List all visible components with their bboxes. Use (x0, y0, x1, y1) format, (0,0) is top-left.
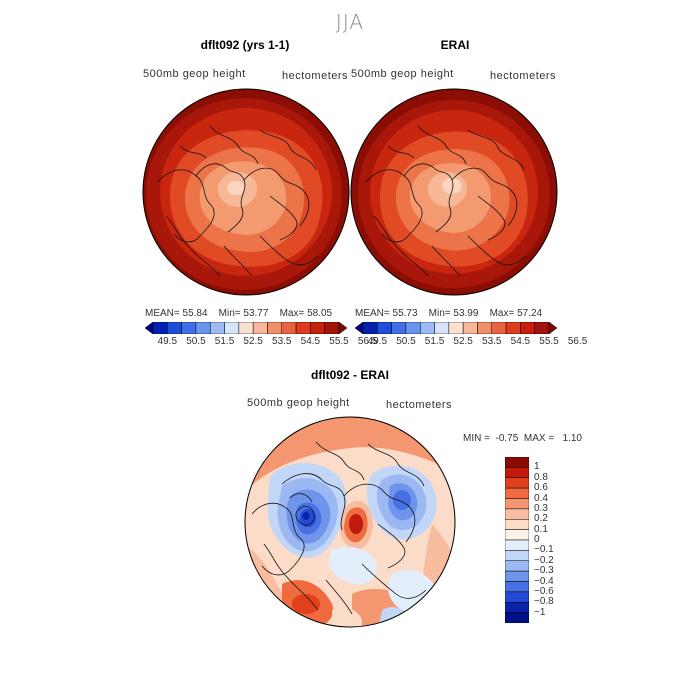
panel-variable-obs: 500mb geop height (351, 68, 454, 80)
colorbar-swatch (434, 322, 450, 334)
colorbar-swatch (505, 508, 529, 520)
colorbar-tick-label: −0.1 (534, 544, 554, 556)
colorbar-tick-label: 0.3 (534, 502, 548, 514)
colorbar-tick-label: 0.2 (534, 513, 548, 525)
colorbar-end-low (355, 322, 364, 334)
stats-diff: MIN = -0.75 MAX = 1.10 (463, 433, 582, 444)
colorbar-swatch (505, 457, 529, 468)
colorbar-swatch (505, 591, 529, 603)
colorbar-swatch (377, 322, 392, 334)
colorbar-swatch (295, 322, 311, 334)
colorbar-tick-label: 0.6 (534, 482, 548, 494)
colorbar-swatch (405, 322, 421, 334)
panel-title-obs: ERAI (440, 38, 470, 52)
colorbar-swatch (152, 322, 168, 334)
colorbar-swatch (505, 477, 529, 489)
colorbar-tick-label: 50.5 (186, 336, 206, 347)
colorbar-tick-label: 1 (534, 461, 540, 473)
colorbar-swatch (181, 322, 197, 334)
colorbar-swatch (505, 322, 521, 334)
colorbar-obs (355, 322, 557, 334)
stats-model: MEAN= 55.84 Min= 53.77 Max= 58.05 (145, 308, 333, 319)
colorbar-swatch (505, 498, 529, 510)
colorbar-tick-label: 53.5 (272, 336, 292, 347)
colorbar-swatch (534, 322, 550, 334)
colorbar-swatch (505, 519, 529, 530)
colorbar-swatch (505, 602, 529, 613)
polar-map-diff (244, 416, 456, 628)
colorbar-swatch (419, 322, 435, 334)
colorbar-tick-label: 0 (534, 534, 540, 545)
colorbar-swatch (362, 322, 378, 334)
colorbar-model-labels: 49.5 50.5 51.5 52.5 53.5 54.5 55.5 56.5 (145, 336, 378, 350)
polar-map-model (142, 88, 350, 296)
colorbar-tick-label: −0.8 (534, 596, 554, 608)
colorbar-swatch (505, 467, 529, 478)
colorbar-swatch (505, 570, 529, 582)
colorbar-diff (505, 457, 529, 623)
colorbar-swatch (505, 560, 529, 572)
colorbar-swatch (310, 322, 325, 334)
colorbar-tick-label: −1 (534, 606, 546, 618)
colorbar-swatch (505, 539, 529, 551)
colorbar-diff-labels: 1 0.8 0.6 0.4 0.3 0.2 0.1 0 −0.1 −0.2 −0.3 −0.4 −0.6… (534, 457, 574, 623)
stats-obs: MEAN= 55.73 Min= 53.99 Max= 57.24 (355, 308, 543, 319)
colorbar-swatch (448, 322, 464, 334)
colorbar-swatch (477, 322, 493, 334)
panel-units-diff: hectometers (386, 399, 453, 411)
colorbar-tick-label: −0.6 (534, 585, 554, 597)
colorbar-tick-label: 52.5 (453, 336, 473, 347)
polar-map-obs (350, 88, 558, 296)
colorbar-swatch (505, 550, 529, 561)
colorbar-end-high (548, 322, 557, 334)
colorbar-swatch (252, 322, 268, 334)
colorbar-tick-label: 0.4 (534, 492, 548, 504)
figure-title: JJA (335, 10, 365, 34)
colorbar-obs-labels: 49.5 50.5 51.5 52.5 53.5 54.5 55.5 56.5 (355, 336, 588, 350)
panel-variable-model: 500mb geop height (143, 68, 246, 80)
panel-title-model: dflt092 (yrs 1-1) (200, 38, 290, 52)
colorbar-tick-label: 0.1 (534, 523, 548, 535)
colorbar-swatch (324, 322, 340, 334)
colorbar-tick-label: 0.8 (534, 471, 548, 483)
colorbar-swatch (520, 322, 535, 334)
colorbar-tick-label: 50.5 (396, 336, 416, 347)
colorbar-tick-label: 51.5 (424, 336, 445, 347)
colorbar-swatch (167, 322, 182, 334)
colorbar-tick-label: 54.5 (510, 336, 531, 347)
colorbar-swatch (209, 322, 225, 334)
colorbar-swatch (391, 322, 407, 334)
colorbar-swatch (238, 322, 254, 334)
colorbar-swatch (462, 322, 478, 334)
panel-variable-diff: 500mb geop height (247, 397, 350, 409)
colorbar-tick-label: 54.5 (300, 336, 321, 347)
colorbar-tick-label: 53.5 (482, 336, 502, 347)
colorbar-tick-label: −0.4 (534, 575, 554, 587)
colorbar-tick-label: 52.5 (243, 336, 263, 347)
colorbar-model (145, 322, 347, 334)
colorbar-tick-label: 49.5 (157, 336, 178, 347)
colorbar-swatch (267, 322, 283, 334)
panel-title-diff: dflt092 - ERAI (310, 368, 389, 382)
panel-units-model: hectometers (282, 70, 349, 82)
colorbar-swatch (505, 487, 529, 499)
colorbar-swatch (224, 322, 240, 334)
colorbar-end-low (145, 322, 154, 334)
colorbar-tick-label: 56.5 (567, 336, 588, 347)
colorbar-swatch (281, 322, 297, 334)
colorbar-tick-label: 55.5 (329, 336, 349, 347)
colorbar-swatch (505, 581, 529, 593)
colorbar-swatch (505, 612, 529, 623)
colorbar-swatch (491, 322, 507, 334)
colorbar-swatch (505, 529, 529, 541)
colorbar-tick-label: 56.5 (357, 336, 378, 347)
colorbar-swatch (195, 322, 211, 334)
colorbar-end-high (338, 322, 347, 334)
colorbar-tick-label: 55.5 (539, 336, 559, 347)
colorbar-tick-label: 49.5 (367, 336, 388, 347)
colorbar-tick-label: 51.5 (214, 336, 235, 347)
colorbar-tick-label: −0.3 (534, 565, 554, 577)
panel-units-obs: hectometers (490, 70, 557, 82)
colorbar-tick-label: −0.2 (534, 554, 554, 566)
